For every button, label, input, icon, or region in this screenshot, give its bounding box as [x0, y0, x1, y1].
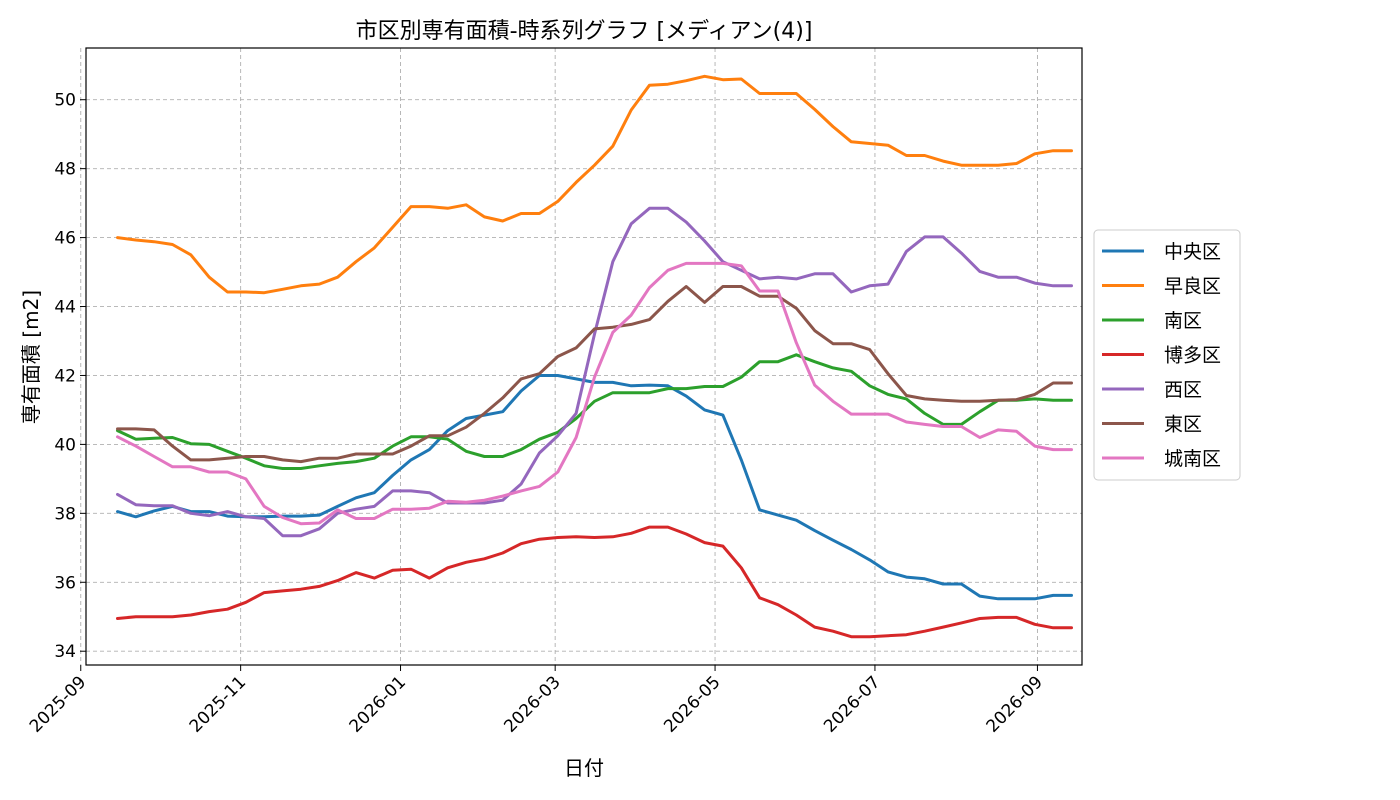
- y-tick-label: 44: [54, 298, 76, 318]
- y-tick-label: 42: [54, 366, 76, 386]
- legend-label: 中央区: [1164, 241, 1221, 263]
- x-tick-label: 2026-03: [500, 672, 564, 736]
- legend-box: [1093, 229, 1241, 481]
- series-line: [116, 74, 1073, 295]
- x-axis-ticks: 2025-09 2025-11 2026-01 2026-03 2026-05 2026-…: [26, 665, 1047, 737]
- x-tick-label: 2025-11: [186, 672, 250, 736]
- legend-label: 早良区: [1164, 276, 1221, 298]
- legend-label: 東区: [1164, 414, 1202, 436]
- plot-frame: [85, 47, 1083, 666]
- grid-lines: [80, 48, 1082, 665]
- legend-label: 博多区: [1164, 345, 1221, 367]
- legend-label: 西区: [1164, 379, 1202, 401]
- series-line: [116, 374, 1073, 601]
- y-axis-title: 専有面積 [m2]: [19, 290, 43, 424]
- legend-label: 南区: [1164, 310, 1202, 332]
- y-tick-label: 40: [54, 435, 76, 455]
- series-line: [116, 206, 1073, 538]
- y-tick-label: 34: [54, 642, 76, 662]
- x-axis-title: 日付: [564, 756, 604, 780]
- y-tick-label: 46: [54, 229, 76, 249]
- chart-title: 市区別専有面積-時系列グラフ [メディアン(4)]: [356, 19, 813, 44]
- y-tick-label: 48: [54, 160, 76, 180]
- y-axis-ticks: 34 36 38 40 42 44 46 48 50: [54, 91, 86, 662]
- x-tick-label: 2026-05: [660, 672, 724, 736]
- y-tick-label: 36: [54, 573, 76, 593]
- legend-label: 城南区: [1164, 448, 1221, 470]
- series-line: [116, 525, 1073, 639]
- y-tick-label: 38: [54, 504, 76, 524]
- series-line: [116, 353, 1073, 470]
- x-tick-label: 2026-01: [346, 672, 410, 736]
- y-tick-label: 50: [54, 91, 76, 111]
- x-tick-label: 2026-07: [820, 672, 884, 736]
- series-lines: [116, 74, 1073, 639]
- series-line: [116, 261, 1073, 526]
- x-tick-label: 2025-09: [26, 672, 90, 736]
- x-tick-label: 2026-09: [983, 672, 1047, 736]
- series-line: [116, 285, 1073, 464]
